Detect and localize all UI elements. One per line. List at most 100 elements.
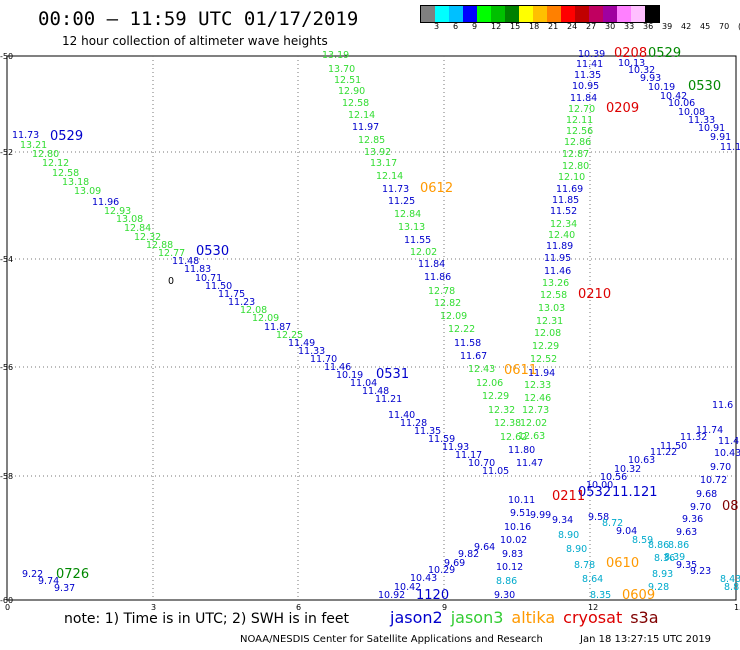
wave-height-label: 10.02 xyxy=(500,535,527,546)
track-id-label: 11.121 xyxy=(612,485,658,500)
y-tick-label: -58 xyxy=(0,472,13,481)
wave-height-label: 9.34 xyxy=(552,515,573,526)
wave-height-label: 11.47 xyxy=(516,458,543,469)
wave-height-label: 12.56 xyxy=(566,126,593,137)
track-id-label: 0612 xyxy=(420,181,453,196)
wave-height-label: 12.78 xyxy=(428,286,455,297)
wave-height-label: 12.12 xyxy=(42,158,69,169)
wave-height-label: 12.88 xyxy=(146,240,173,251)
legend-swatch xyxy=(421,6,435,22)
wave-height-label: 11.35 xyxy=(414,426,441,437)
wave-height-label: 11.69 xyxy=(556,184,583,195)
wave-height-label: 12.84 xyxy=(124,223,151,234)
wave-height-label: 8.93 xyxy=(652,569,673,580)
wave-height-label: 11.28 xyxy=(400,418,427,429)
wave-height-label: 9.82 xyxy=(458,549,479,560)
track-id-label: 0532 xyxy=(578,485,611,500)
wave-height-label: 10.43 xyxy=(410,573,437,584)
wave-height-label: 9.04 xyxy=(616,526,637,537)
wave-height-label: 10.12 xyxy=(496,562,523,573)
wave-height-label: 11.50 xyxy=(205,281,232,292)
wave-height-label: 11.04 xyxy=(350,378,377,389)
wave-height-label: 11.96 xyxy=(92,197,119,208)
legend-swatch xyxy=(477,6,491,22)
wave-height-label: 11.48 xyxy=(172,256,199,267)
wave-height-label: 12.86 xyxy=(564,137,591,148)
track-id-label: 0530 xyxy=(196,244,229,259)
legend-label: 18 xyxy=(529,22,540,31)
wave-height-label: 10.70 xyxy=(468,458,495,469)
legend-label: 21 xyxy=(548,22,559,31)
wave-height-label: 12.82 xyxy=(434,298,461,309)
wave-height-label: 12.14 xyxy=(348,110,375,121)
wave-height-label: 8.64 xyxy=(582,574,603,585)
wave-height-label: 11.40 xyxy=(388,410,415,421)
legend-swatch xyxy=(617,6,631,22)
legend-swatch xyxy=(561,6,575,22)
legend-swatch xyxy=(449,6,463,22)
wave-height-label: 9.22 xyxy=(22,569,43,580)
legend-label: 70 xyxy=(719,22,730,31)
wave-height-label: 9.36 xyxy=(682,514,703,525)
wave-height-label: 11.48 xyxy=(362,386,389,397)
wave-height-label: 12.08 xyxy=(534,328,561,339)
wave-height-label: 11.95 xyxy=(544,253,571,264)
wave-height-label: 13.26 xyxy=(542,278,569,289)
legend-swatch xyxy=(603,6,617,22)
wave-height-label: 10.63 xyxy=(628,455,655,466)
wave-height-label: 12.02 xyxy=(520,418,547,429)
wave-height-label: 12.85 xyxy=(358,135,385,146)
wave-height-label: 11.97 xyxy=(352,122,379,133)
wave-height-label: 9.68 xyxy=(696,489,717,500)
legend-label: 3 xyxy=(434,22,440,31)
wave-height-label: 12.02 xyxy=(410,247,437,258)
track-id-label: 0210 xyxy=(578,287,611,302)
wave-height-label: 12.06 xyxy=(476,378,503,389)
legend-label: 45 xyxy=(700,22,711,31)
wave-height-label: 11.87 xyxy=(264,322,291,333)
wave-height-label: 11.75 xyxy=(218,289,245,300)
wave-height-label: 11.6 xyxy=(712,400,733,411)
legend-label: 27 xyxy=(586,22,597,31)
wave-height-label: 10.42 xyxy=(660,91,687,102)
wave-height-label: 10.72 xyxy=(700,475,727,486)
track-id-label: 0209 xyxy=(606,101,639,116)
wave-height-label: 9.64 xyxy=(474,542,495,553)
wave-height-label: 9.93 xyxy=(640,73,661,84)
wave-height-label: 8.59 xyxy=(632,535,653,546)
track-id-label: 0529 xyxy=(50,129,83,144)
wave-height-label: 11.84 xyxy=(418,259,445,270)
wave-height-label: 13.18 xyxy=(62,177,89,188)
wave-height-label: 13.08 xyxy=(116,214,143,225)
wave-height-label: 11.58 xyxy=(454,338,481,349)
wave-height-label: 11.33 xyxy=(298,346,325,357)
wave-height-label: 13.13 xyxy=(398,222,425,233)
wave-height-label: 9.83 xyxy=(502,549,523,560)
legend-label: 39 xyxy=(662,22,673,31)
wave-height-label: 11.89 xyxy=(546,241,573,252)
wave-height-label: 13.70 xyxy=(328,64,355,75)
wave-height-label: 9.70 xyxy=(710,462,731,473)
legend-label: 42 xyxy=(681,22,692,31)
wave-height-label: 13.19 xyxy=(322,50,349,61)
wave-height-label: 11.59 xyxy=(428,434,455,445)
wave-height-label: 11.83 xyxy=(184,264,211,275)
legend-swatch xyxy=(519,6,533,22)
wave-height-label: 12.52 xyxy=(530,354,557,365)
wave-height-label: 13.17 xyxy=(370,158,397,169)
wave-height-label: 9.28 xyxy=(648,582,669,593)
wave-height-label: 12.10 xyxy=(558,172,585,183)
wave-height-label: 10.11 xyxy=(508,495,535,506)
wave-height-label: 12.29 xyxy=(482,391,509,402)
wave-height-label: 9.99 xyxy=(530,510,551,521)
legend-label: 15 xyxy=(510,22,521,31)
wave-height-label: 8.35 xyxy=(590,590,611,601)
wave-height-label: 10.13 xyxy=(618,58,645,69)
satellite-legend: jason2 jason3 altika cryosat s3a xyxy=(390,608,667,627)
wave-height-label: 12.34 xyxy=(550,219,577,230)
wave-height-label: 10.92 xyxy=(378,590,405,601)
wave-height-label: 12.87 xyxy=(562,149,589,160)
y-tick-label: -50 xyxy=(0,52,13,61)
wave-height-label: 11.86 xyxy=(424,272,451,283)
